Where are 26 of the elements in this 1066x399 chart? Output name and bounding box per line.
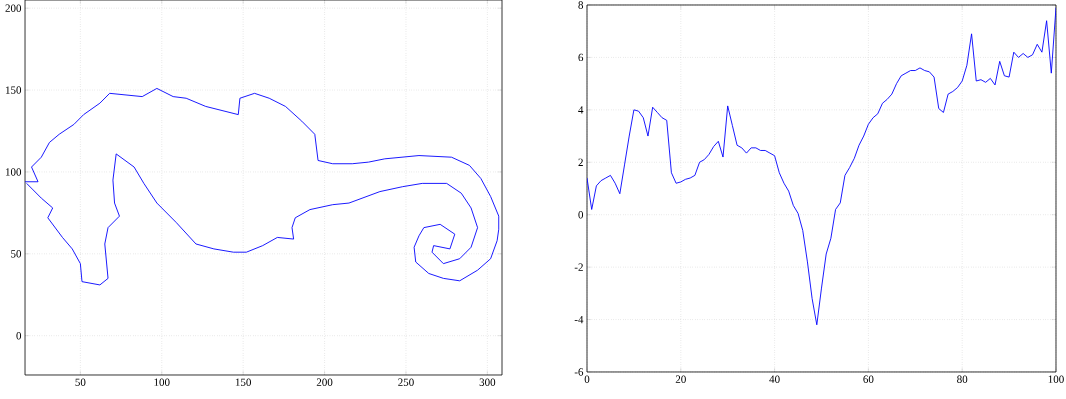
x-tick-label: 40 xyxy=(769,375,780,383)
y-tick-label: -4 xyxy=(574,315,584,324)
y-tick-label: -2 xyxy=(574,263,583,271)
x-tick-label: 60 xyxy=(863,375,874,383)
x-tick-label: 150 xyxy=(235,378,251,386)
x-tick-label: 80 xyxy=(957,375,968,383)
y-tick-label: 8 xyxy=(578,1,584,9)
line-series xyxy=(25,87,500,286)
y-tick-label: 4 xyxy=(578,106,584,114)
x-tick-label: 0 xyxy=(584,375,590,383)
x-tick-label: 100 xyxy=(154,378,170,386)
x-tick-label: 200 xyxy=(316,378,333,386)
x-tick-label: 100 xyxy=(1048,375,1064,383)
y-tick-label: 50 xyxy=(11,250,22,258)
y-tick-label: 150 xyxy=(5,86,22,94)
x-tick-label: 50 xyxy=(75,378,86,386)
x-tick-label: 250 xyxy=(398,378,414,386)
y-tick-label: 200 xyxy=(5,4,22,12)
x-tick-label: 20 xyxy=(675,375,686,383)
x-tick-label: 300 xyxy=(479,378,496,386)
y-tick-label: 6 xyxy=(578,53,584,62)
y-tick-label: 100 xyxy=(5,168,22,176)
y-tick-label: 2 xyxy=(578,158,583,166)
y-tick-label: -6 xyxy=(574,368,584,376)
y-tick-label: 0 xyxy=(578,211,584,219)
y-tick-label: 0 xyxy=(16,331,22,340)
